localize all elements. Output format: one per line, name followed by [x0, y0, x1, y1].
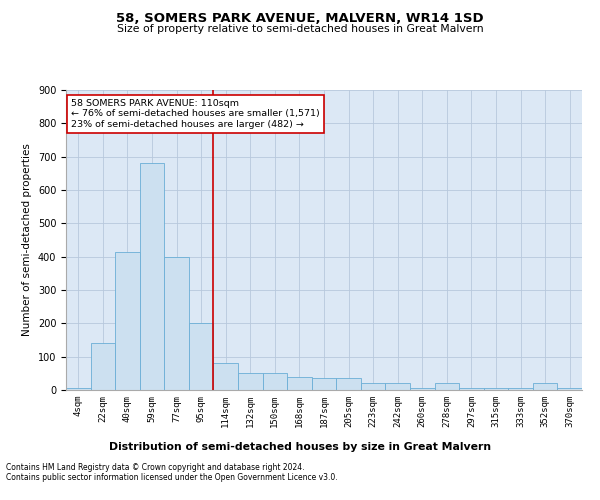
Bar [91, 344, 115, 390]
Y-axis label: Number of semi-detached properties: Number of semi-detached properties [22, 144, 32, 336]
Bar [263, 374, 287, 390]
Text: Contains public sector information licensed under the Open Government Licence v3: Contains public sector information licen… [6, 474, 338, 482]
Bar [410, 388, 434, 390]
Bar [238, 374, 263, 390]
Text: Size of property relative to semi-detached houses in Great Malvern: Size of property relative to semi-detach… [116, 24, 484, 34]
Text: Distribution of semi-detached houses by size in Great Malvern: Distribution of semi-detached houses by … [109, 442, 491, 452]
Bar [115, 252, 140, 390]
Bar [189, 324, 214, 390]
Bar [434, 384, 459, 390]
Bar [336, 378, 361, 390]
Bar [164, 256, 189, 390]
Bar [66, 388, 91, 390]
Bar [214, 364, 238, 390]
Bar [312, 378, 336, 390]
Bar [508, 388, 533, 390]
Bar [484, 388, 508, 390]
Bar [557, 388, 582, 390]
Bar [385, 384, 410, 390]
Bar [287, 376, 312, 390]
Text: Contains HM Land Registry data © Crown copyright and database right 2024.: Contains HM Land Registry data © Crown c… [6, 464, 305, 472]
Text: 58 SOMERS PARK AVENUE: 110sqm
← 76% of semi-detached houses are smaller (1,571)
: 58 SOMERS PARK AVENUE: 110sqm ← 76% of s… [71, 99, 320, 129]
Bar [140, 164, 164, 390]
Bar [533, 384, 557, 390]
Text: 58, SOMERS PARK AVENUE, MALVERN, WR14 1SD: 58, SOMERS PARK AVENUE, MALVERN, WR14 1S… [116, 12, 484, 26]
Bar [361, 384, 385, 390]
Bar [459, 388, 484, 390]
